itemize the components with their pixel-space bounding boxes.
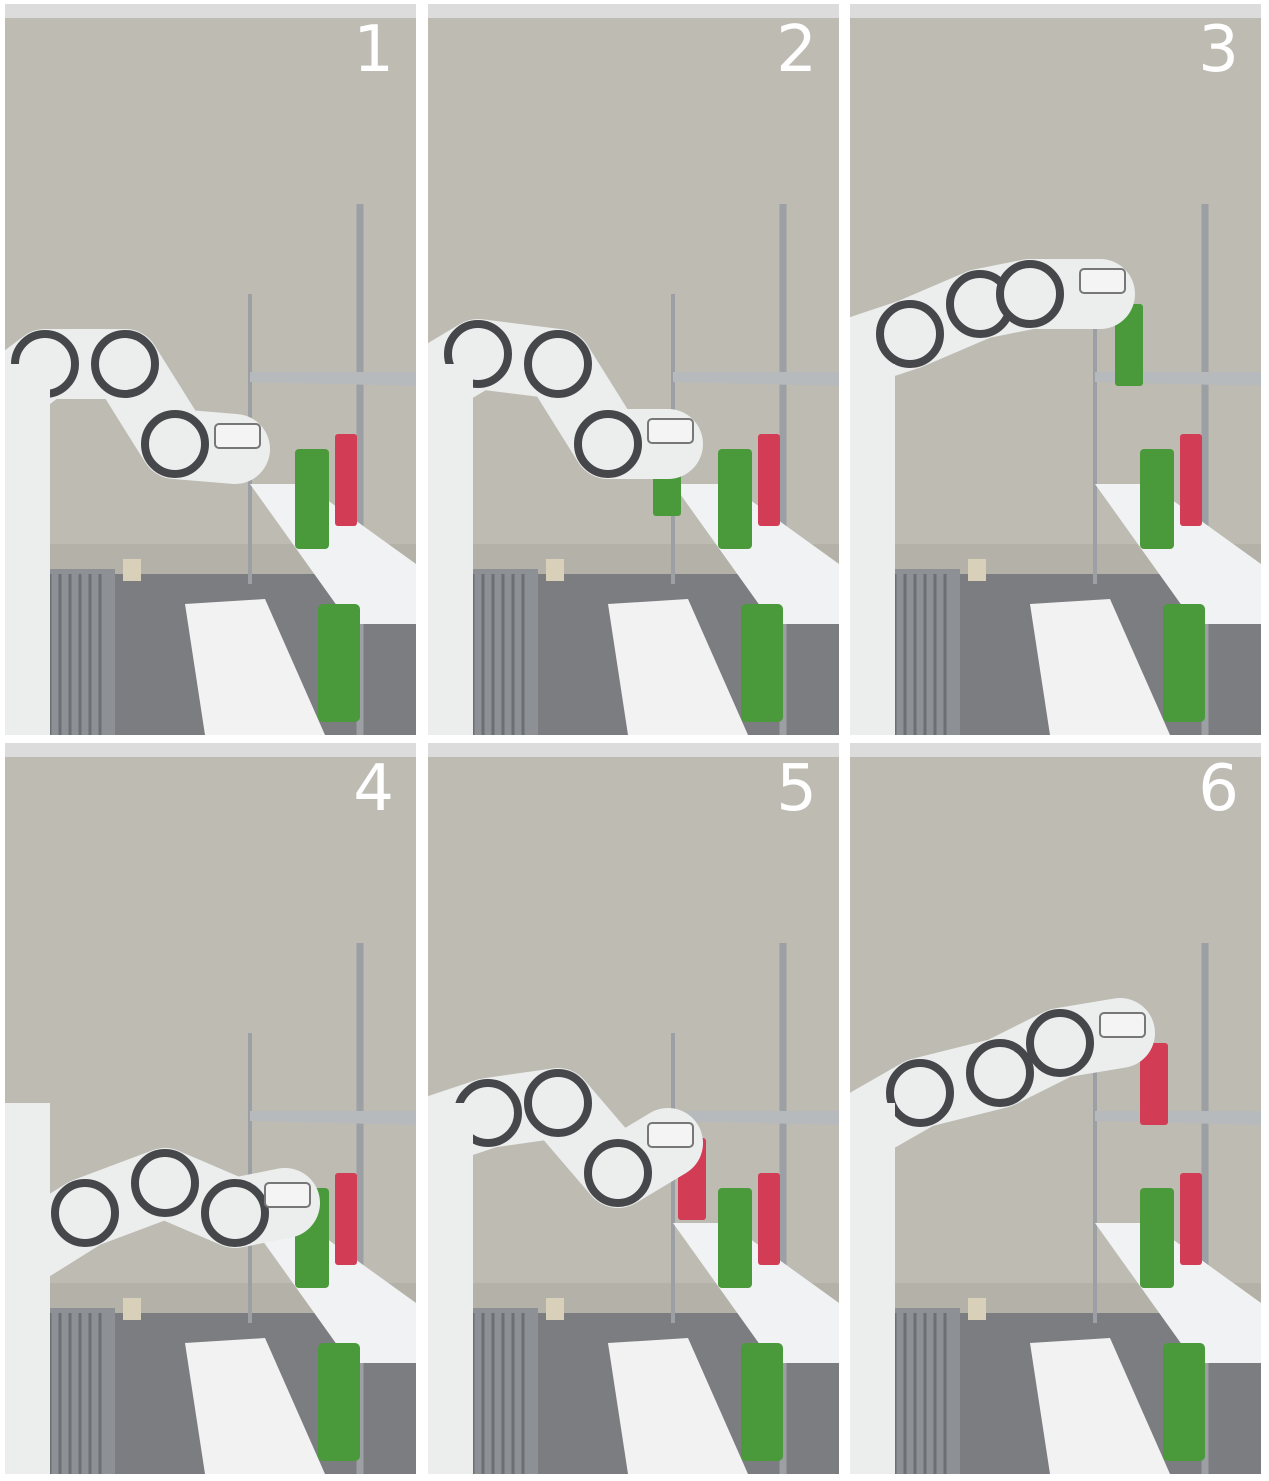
pringles-can-green <box>318 1343 360 1461</box>
frame-number-5: 5 <box>776 752 817 826</box>
pringles-can-red <box>1180 434 1202 526</box>
white-board <box>1030 599 1170 735</box>
frame-panel-4: 4 <box>5 743 416 1474</box>
robot-joint <box>886 1059 954 1127</box>
pringles-can-green <box>741 1343 783 1461</box>
pringles-can-green <box>295 449 329 549</box>
upper-shelf <box>673 372 839 386</box>
frame-6-photo <box>850 743 1261 1474</box>
held-can <box>1140 1043 1168 1125</box>
ceiling <box>428 743 839 757</box>
frame-number-3: 3 <box>1198 13 1239 87</box>
robot-gripper <box>214 423 261 449</box>
robot-gripper <box>1099 1012 1146 1038</box>
pringles-can-green <box>1163 1343 1205 1461</box>
robot-joint <box>91 330 159 398</box>
robot-base <box>428 364 473 735</box>
upper-shelf <box>250 372 416 386</box>
frame-1-photo <box>5 4 416 735</box>
pringles-can-green <box>1140 449 1174 549</box>
power-outlet <box>123 1298 141 1320</box>
power-outlet <box>546 1298 564 1320</box>
white-board <box>1030 1338 1170 1474</box>
robot-joint <box>876 300 944 368</box>
robot-gripper <box>264 1182 311 1208</box>
white-board <box>185 1338 325 1474</box>
upper-shelf <box>673 1111 839 1125</box>
robot-joint <box>524 330 592 398</box>
pringles-can-red <box>758 434 780 526</box>
robot-gripper <box>1079 268 1126 294</box>
frame-5-photo <box>428 743 839 1474</box>
power-outlet <box>123 559 141 581</box>
pringles-can-red <box>1180 1173 1202 1265</box>
lower-shelf <box>250 1223 416 1363</box>
held-can <box>1115 304 1143 386</box>
frame-panel-3: 3 <box>850 4 1261 735</box>
pringles-can-red <box>758 1173 780 1265</box>
frame-2-photo <box>428 4 839 735</box>
robot-joint <box>966 1039 1034 1107</box>
robot-base <box>5 364 50 735</box>
robot-gripper <box>647 418 694 444</box>
power-outlet <box>968 1298 986 1320</box>
frame-number-4: 4 <box>353 752 394 826</box>
ceiling <box>850 4 1261 18</box>
robot-joint <box>131 1149 199 1217</box>
frame-panel-2: 2 <box>428 4 839 735</box>
frame-panel-5: 5 <box>428 743 839 1474</box>
pringles-can-green <box>1140 1188 1174 1288</box>
frame-number-2: 2 <box>776 13 817 87</box>
robot-joint <box>996 260 1064 328</box>
frame-panel-6: 6 <box>850 743 1261 1474</box>
robot-base <box>850 1103 895 1474</box>
robot-joint <box>574 410 642 478</box>
robot-joint <box>524 1069 592 1137</box>
robot-base <box>850 364 895 735</box>
pringles-can-red <box>335 434 357 526</box>
upper-shelf <box>1095 1111 1261 1125</box>
robot-joint <box>141 410 209 478</box>
ceiling <box>850 743 1261 757</box>
pringles-can-red <box>335 1173 357 1265</box>
upper-shelf <box>250 1111 416 1125</box>
lower-shelf <box>1095 484 1261 624</box>
ceiling <box>5 743 416 757</box>
power-outlet <box>546 559 564 581</box>
pringles-can-green <box>1163 604 1205 722</box>
ceiling <box>428 4 839 18</box>
pringles-can-green <box>718 449 752 549</box>
pringles-can-green <box>318 604 360 722</box>
ceiling <box>5 4 416 18</box>
robot-joint <box>51 1179 119 1247</box>
robot-base <box>428 1103 473 1474</box>
lower-shelf <box>1095 1223 1261 1363</box>
frame-panel-1: 1 <box>5 4 416 735</box>
robot-gripper <box>647 1122 694 1148</box>
power-outlet <box>968 559 986 581</box>
robot-joint <box>1026 1009 1094 1077</box>
frame-number-6: 6 <box>1198 752 1239 826</box>
pringles-can-green <box>741 604 783 722</box>
white-board <box>608 599 748 735</box>
robot-joint <box>201 1179 269 1247</box>
frame-3-photo <box>850 4 1261 735</box>
lower-shelf <box>673 1223 839 1363</box>
robot-base <box>5 1103 50 1474</box>
frame-4-photo <box>5 743 416 1474</box>
white-board <box>608 1338 748 1474</box>
frame-number-1: 1 <box>353 13 394 87</box>
white-board <box>185 599 325 735</box>
pringles-can-green <box>718 1188 752 1288</box>
lower-shelf <box>250 484 416 624</box>
robot-joint <box>584 1139 652 1207</box>
lower-shelf <box>673 484 839 624</box>
